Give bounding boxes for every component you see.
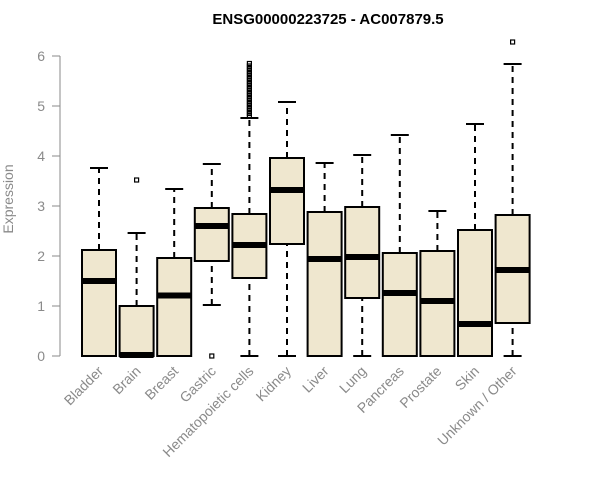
y-tick-label-6: 6 bbox=[37, 48, 45, 64]
box-3 bbox=[193, 163, 230, 359]
box-body-7 bbox=[344, 206, 381, 299]
box-body-5 bbox=[269, 157, 305, 245]
box-8 bbox=[381, 134, 418, 357]
outlier-4-21 bbox=[246, 60, 252, 67]
box-7 bbox=[344, 154, 381, 357]
y-axis: 0 1 2 3 4 5 6 bbox=[37, 48, 61, 364]
box-4 bbox=[231, 60, 268, 357]
box-body-1 bbox=[118, 305, 155, 357]
box-body-3 bbox=[193, 207, 230, 262]
box-body-0 bbox=[81, 249, 117, 357]
outlier-1-0 bbox=[134, 177, 140, 183]
box-11 bbox=[494, 39, 531, 357]
x-tick-label-6: Liver bbox=[299, 363, 332, 396]
box-body-10 bbox=[457, 229, 493, 357]
y-tick-label-0: 0 bbox=[37, 348, 45, 364]
x-tick-label-9: Prostate bbox=[396, 363, 444, 411]
plot-area bbox=[81, 39, 531, 359]
box-body-8 bbox=[381, 252, 418, 357]
box-9 bbox=[419, 210, 456, 357]
box-2 bbox=[156, 188, 193, 357]
box-6 bbox=[306, 162, 343, 357]
box-body-2 bbox=[156, 257, 193, 357]
x-tick-label-7: Lung bbox=[336, 363, 369, 396]
outlier-11-0 bbox=[510, 39, 516, 45]
x-tick-label-2: Breast bbox=[141, 363, 181, 403]
y-tick-label-4: 4 bbox=[37, 148, 45, 164]
y-tick-label-5: 5 bbox=[37, 98, 45, 114]
box-10 bbox=[457, 123, 493, 357]
box-0 bbox=[81, 167, 117, 357]
x-tick-label-0: Bladder bbox=[61, 363, 107, 409]
y-tick-label-2: 2 bbox=[37, 248, 45, 264]
outlier-3-0 bbox=[209, 353, 215, 359]
chart-title: ENSG00000223725 - AC007879.5 bbox=[212, 11, 443, 28]
y-tick-label-3: 3 bbox=[37, 198, 45, 214]
x-tick-label-1: Brain bbox=[109, 363, 143, 397]
y-tick-label-1: 1 bbox=[37, 298, 45, 314]
x-tick-label-5: Kidney bbox=[253, 363, 295, 405]
box-body-6 bbox=[306, 211, 343, 357]
box-1 bbox=[118, 177, 155, 358]
box-5 bbox=[269, 101, 305, 357]
x-tick-label-10: Skin bbox=[452, 363, 483, 394]
y-axis-label: Expression bbox=[0, 164, 16, 233]
